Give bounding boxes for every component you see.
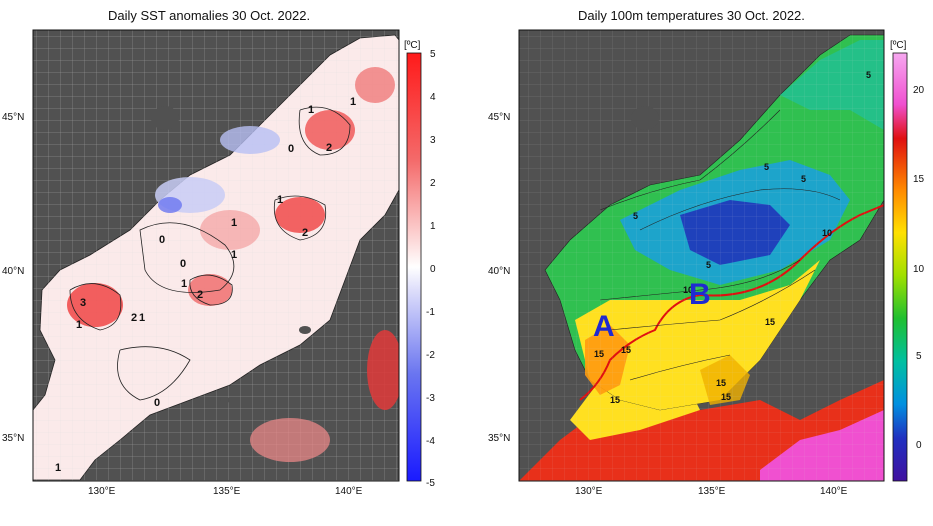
temp-100m-title: Daily 100m temperatures 30 Oct. 2022. bbox=[578, 8, 805, 23]
contour-label: 1 bbox=[308, 104, 314, 116]
marker-a: A bbox=[593, 310, 615, 343]
colorbar-tick: -5 bbox=[426, 478, 435, 489]
cold-patch bbox=[220, 126, 280, 154]
lat-label: 35°N bbox=[2, 433, 24, 444]
contour-label: 1 bbox=[231, 217, 237, 229]
anomaly-patch bbox=[367, 330, 399, 410]
right-axis-labels: 45°N 40°N 35°N 130°E 135°E 140°E bbox=[488, 112, 848, 497]
contour-label: 3 bbox=[80, 297, 86, 309]
contour-label: 2 bbox=[302, 227, 308, 239]
anomaly-contours bbox=[69, 106, 351, 401]
anomaly-patch bbox=[188, 274, 232, 306]
contour-label: 2 bbox=[131, 312, 137, 324]
temp-100m-map: 5 5 5 5 5 10 10 15 15 15 15 15 15 A B bbox=[519, 30, 884, 481]
anomaly-colorbar: [ºC] 5 4 3 2 1 0 -1 -2 -3 -4 -5 bbox=[404, 40, 436, 489]
sst-anomaly-title: Daily SST anomalies 30 Oct. 2022. bbox=[108, 8, 311, 23]
colorbar-unit: [ºC] bbox=[404, 40, 421, 51]
colorbar-tick: 5 bbox=[916, 351, 922, 362]
contour-label: 5 bbox=[801, 174, 806, 184]
temp-labels: 5 5 5 5 5 10 10 15 15 15 15 15 15 bbox=[594, 70, 871, 405]
grid-overlay bbox=[33, 30, 399, 481]
contour-label: 15 bbox=[721, 392, 731, 402]
island bbox=[299, 326, 311, 334]
anomaly-patch bbox=[250, 418, 330, 462]
anomaly-patch bbox=[305, 110, 355, 150]
temp-colorbar: [ºC] 20 15 10 5 0 bbox=[890, 40, 925, 482]
contour-label: 1 bbox=[139, 312, 145, 324]
colorbar-tick: 5 bbox=[430, 49, 436, 60]
colorbar-tick: 0 bbox=[916, 440, 922, 451]
lon-label: 140°E bbox=[820, 486, 848, 497]
lat-label: 40°N bbox=[488, 266, 510, 277]
lat-label: 40°N bbox=[2, 266, 24, 277]
contour-label: 15 bbox=[621, 345, 631, 355]
sst-anomaly-map: 1 1 0 2 1 0 0 1 2 1 2 3 1 2 1 1 0 1 bbox=[33, 30, 399, 481]
contour-label: 0 bbox=[288, 143, 294, 155]
lat-label: 45°N bbox=[488, 112, 510, 123]
lon-label: 130°E bbox=[88, 486, 116, 497]
contour-label: 1 bbox=[350, 96, 356, 108]
contour-label: 1 bbox=[277, 194, 283, 206]
colorbar-tick: 1 bbox=[430, 221, 436, 232]
anomaly-patch bbox=[67, 283, 123, 327]
colorbar-tick: 3 bbox=[430, 135, 436, 146]
contour-label: 2 bbox=[326, 142, 332, 154]
colorbar-tick: 2 bbox=[430, 178, 436, 189]
colorbar-tick: -4 bbox=[426, 436, 435, 447]
contour-label: 10 bbox=[683, 285, 693, 295]
left-axis-labels: 45°N 40°N 35°N 130°E 135°E 140°E bbox=[2, 112, 363, 497]
colorbar-tick: -3 bbox=[426, 393, 435, 404]
lon-label: 135°E bbox=[698, 486, 726, 497]
grid-overlay bbox=[519, 30, 884, 481]
lat-label: 35°N bbox=[488, 433, 510, 444]
colorbar-tick: -2 bbox=[426, 350, 435, 361]
contour-label: 5 bbox=[866, 70, 871, 80]
island bbox=[151, 106, 179, 130]
lon-label: 130°E bbox=[575, 486, 603, 497]
right-map-frame bbox=[518, 29, 885, 482]
contour-label: 1 bbox=[181, 278, 187, 290]
contour-label: 0 bbox=[159, 234, 165, 246]
island bbox=[631, 106, 659, 130]
left-map-frame bbox=[32, 29, 400, 482]
cold-patch bbox=[158, 197, 182, 213]
marker-b: B bbox=[689, 278, 711, 311]
contour-label: 15 bbox=[594, 349, 604, 359]
contour-label: 10 bbox=[822, 228, 832, 238]
contour-label: 0 bbox=[154, 397, 160, 409]
lon-label: 140°E bbox=[335, 486, 363, 497]
colorbar-tick: -1 bbox=[426, 307, 435, 318]
anomaly-patch bbox=[275, 197, 325, 233]
colorbar-tick: 0 bbox=[430, 264, 436, 275]
contour-label: 2 bbox=[197, 289, 203, 301]
colorbar-tick: 10 bbox=[913, 264, 925, 275]
contour-label: 5 bbox=[764, 162, 769, 172]
colorbar-tick: 20 bbox=[913, 85, 925, 96]
anomaly-patch bbox=[355, 67, 395, 103]
contour-label: 15 bbox=[610, 395, 620, 405]
anomaly-patch bbox=[200, 210, 260, 250]
colorbar-tick: 15 bbox=[913, 174, 925, 185]
contour-label: 0 bbox=[180, 258, 186, 270]
lon-label: 135°E bbox=[213, 486, 241, 497]
colorbar-tick: 4 bbox=[430, 92, 436, 103]
anomaly-labels: 1 1 0 2 1 0 0 1 2 1 2 3 1 2 1 1 0 1 bbox=[55, 96, 356, 474]
lat-label: 45°N bbox=[2, 112, 24, 123]
island bbox=[220, 397, 230, 403]
contour-label: 1 bbox=[76, 319, 82, 331]
contour-label: 5 bbox=[633, 211, 638, 221]
colorbar-unit: [ºC] bbox=[890, 40, 907, 51]
contour-label: 1 bbox=[231, 249, 237, 261]
contour-label: 15 bbox=[765, 317, 775, 327]
contour-label: 5 bbox=[706, 260, 711, 270]
contour-label: 1 bbox=[55, 462, 61, 474]
contour-label: 15 bbox=[716, 378, 726, 388]
